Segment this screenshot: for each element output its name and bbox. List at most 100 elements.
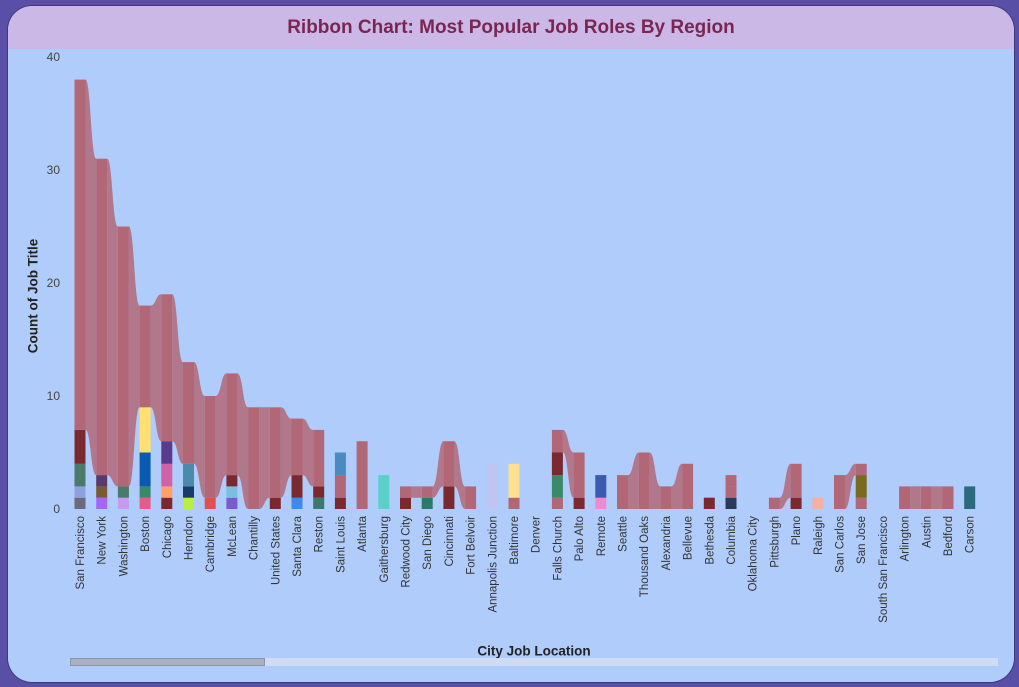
bar-segment-top-series[interactable] <box>74 79 86 430</box>
bar-segment[interactable] <box>117 497 129 509</box>
bar-segment[interactable] <box>790 497 802 509</box>
bar-segment-top-series[interactable] <box>117 226 129 487</box>
bar-segment[interactable] <box>551 452 563 476</box>
bar-segment-top-series[interactable] <box>400 486 411 498</box>
bar-segment[interactable] <box>74 429 86 464</box>
bar-segment[interactable] <box>74 497 86 509</box>
bar-segment[interactable] <box>378 475 390 509</box>
bar-segment[interactable] <box>183 497 194 509</box>
bar-segment[interactable] <box>486 463 498 509</box>
x-tick-label: Pittsburgh <box>769 516 781 568</box>
bar-segment[interactable] <box>313 497 325 509</box>
ribbon-band <box>628 452 639 509</box>
bar-segment-top-series[interactable] <box>421 486 433 498</box>
bar-segment[interactable] <box>508 463 520 498</box>
bar-segment-top-series[interactable] <box>226 373 238 476</box>
bar-segment[interactable] <box>204 497 216 509</box>
x-tick-label: Chicago <box>162 516 174 558</box>
x-tick-label: Santa Clara <box>292 515 304 576</box>
bar-segment[interactable] <box>291 475 303 498</box>
bar-segment[interactable] <box>183 486 194 498</box>
bar-segment[interactable] <box>117 486 129 498</box>
bar-segment[interactable] <box>74 463 86 487</box>
bar-segment-top-series[interactable] <box>682 463 694 509</box>
bar-segment[interactable] <box>313 486 325 498</box>
ribbon-band <box>150 294 162 442</box>
bar-segment-top-series[interactable] <box>139 305 151 408</box>
bar-segment[interactable] <box>139 497 151 509</box>
bar-segment[interactable] <box>421 497 433 509</box>
bar-segment-top-series[interactable] <box>313 429 325 487</box>
x-tick-label: Cambridge <box>205 516 217 572</box>
bar-segment[interactable] <box>161 486 173 498</box>
bar-segment[interactable] <box>443 486 455 509</box>
bar-segment[interactable] <box>855 497 867 509</box>
bar-segment-top-series[interactable] <box>834 475 845 509</box>
bar-segment[interactable] <box>334 475 346 498</box>
bar-segment-top-series[interactable] <box>638 452 650 510</box>
bar-segment[interactable] <box>595 475 607 498</box>
bar-segment[interactable] <box>139 486 151 498</box>
bar-segment[interactable] <box>183 463 194 487</box>
ribbon-band <box>562 429 574 498</box>
bar-segment-top-series[interactable] <box>248 407 260 509</box>
horizontal-scrollbar[interactable] <box>70 658 998 666</box>
bar-segment[interactable] <box>269 497 281 509</box>
bar-segment[interactable] <box>334 452 346 476</box>
bar-segment[interactable] <box>551 497 563 509</box>
bar-segment[interactable] <box>400 497 411 509</box>
bar-segment[interactable] <box>226 475 238 487</box>
bar-segment[interactable] <box>725 486 737 498</box>
bar-segment[interactable] <box>855 475 867 498</box>
bar-segment-top-series[interactable] <box>551 429 563 453</box>
bar-segment[interactable] <box>573 497 585 509</box>
bar-segment[interactable] <box>725 497 737 509</box>
bar-segment[interactable] <box>161 441 173 464</box>
bar-segment[interactable] <box>291 497 303 509</box>
bar-segment[interactable] <box>226 486 238 498</box>
bar-segment[interactable] <box>595 497 607 509</box>
y-tick-label: 20 <box>47 276 61 290</box>
bar-segment[interactable] <box>161 497 173 509</box>
bar-segment-top-series[interactable] <box>356 441 368 509</box>
bar-segment[interactable] <box>96 486 108 498</box>
ribbon-band <box>85 79 97 476</box>
bar-segment-top-series[interactable] <box>443 441 455 487</box>
bar-segment[interactable] <box>703 497 715 509</box>
bar-segment[interactable] <box>96 475 108 487</box>
bar-segment[interactable] <box>139 407 151 453</box>
bar-segment-top-series[interactable] <box>768 497 780 509</box>
bar-segment[interactable] <box>812 497 824 509</box>
x-tick-label: Plano <box>791 516 803 545</box>
bar-segment-top-series[interactable] <box>161 294 173 442</box>
bar-segment-top-series[interactable] <box>96 158 108 476</box>
x-tick-label: Redwood City <box>401 516 413 588</box>
bar-segment-top-series[interactable] <box>291 418 303 476</box>
bar-segment-top-series[interactable] <box>855 463 867 476</box>
bar-segment[interactable] <box>139 452 151 487</box>
bar-segment-top-series[interactable] <box>204 396 216 498</box>
bar-segment-top-series[interactable] <box>269 407 281 498</box>
bar-segment-top-series[interactable] <box>899 486 911 509</box>
bar-segment-top-series[interactable] <box>660 486 672 509</box>
bar-segment[interactable] <box>74 486 86 498</box>
bar-segment-top-series[interactable] <box>573 452 585 498</box>
bar-segment[interactable] <box>226 497 238 509</box>
bar-segment[interactable] <box>96 497 108 509</box>
bar-segment-top-series[interactable] <box>617 475 628 509</box>
bar-segment[interactable] <box>551 475 563 498</box>
scrollbar-thumb[interactable] <box>70 658 265 666</box>
bar-segment[interactable] <box>964 486 976 509</box>
bar-segment-top-series[interactable] <box>942 486 954 509</box>
bar-segment[interactable] <box>334 497 346 509</box>
x-tick-label: Herndon <box>184 516 196 560</box>
bar-segment-top-series[interactable] <box>183 362 194 464</box>
bar-segment-top-series[interactable] <box>790 463 802 498</box>
ribbon-band <box>215 373 227 498</box>
bar-segment-top-series[interactable] <box>725 475 737 487</box>
bar-segment-top-series[interactable] <box>920 486 932 509</box>
ribbon-band <box>845 463 856 509</box>
bar-segment[interactable] <box>161 463 173 487</box>
bar-segment-top-series[interactable] <box>465 486 477 509</box>
bar-segment[interactable] <box>508 497 520 509</box>
